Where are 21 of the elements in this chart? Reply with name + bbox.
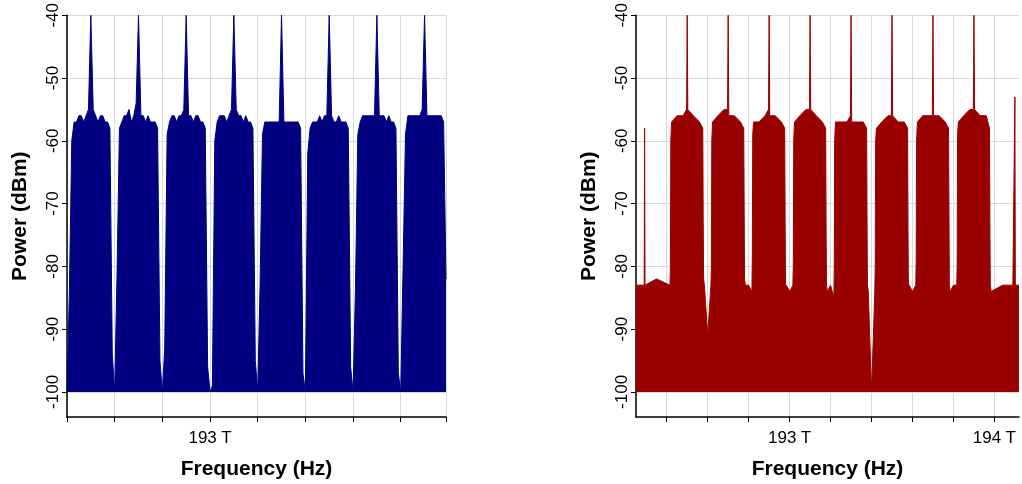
y-tick-label: -90 xyxy=(612,316,631,342)
y-tick-label: -50 xyxy=(43,65,62,91)
y-axis-title: Power (dBm) xyxy=(7,151,30,281)
x-axis-title: Frequency (Hz) xyxy=(751,456,904,479)
y-tick-label: -80 xyxy=(43,254,62,279)
y-tick-label: -70 xyxy=(612,191,631,216)
x-tick-label: 193 T xyxy=(188,428,232,447)
x-tick-label: 194 T xyxy=(972,428,1017,447)
y-tick-label: -50 xyxy=(612,65,631,91)
y-tick-label: -60 xyxy=(612,128,631,154)
y-tick-label: -100 xyxy=(43,374,62,409)
y-tick-label: -100 xyxy=(612,374,631,409)
y-tick-label: -40 xyxy=(612,3,631,28)
y-axis-title: Power (dBm) xyxy=(576,151,599,281)
x-tick-label: 193 T xyxy=(768,428,812,447)
x-axis-title: Frequency (Hz) xyxy=(180,456,333,479)
y-tick-label: -80 xyxy=(612,254,631,279)
y-tick-label: -90 xyxy=(43,316,62,342)
y-tick-label: -40 xyxy=(43,3,62,28)
y-tick-label: -70 xyxy=(43,191,62,216)
y-tick-label: -60 xyxy=(43,128,62,154)
